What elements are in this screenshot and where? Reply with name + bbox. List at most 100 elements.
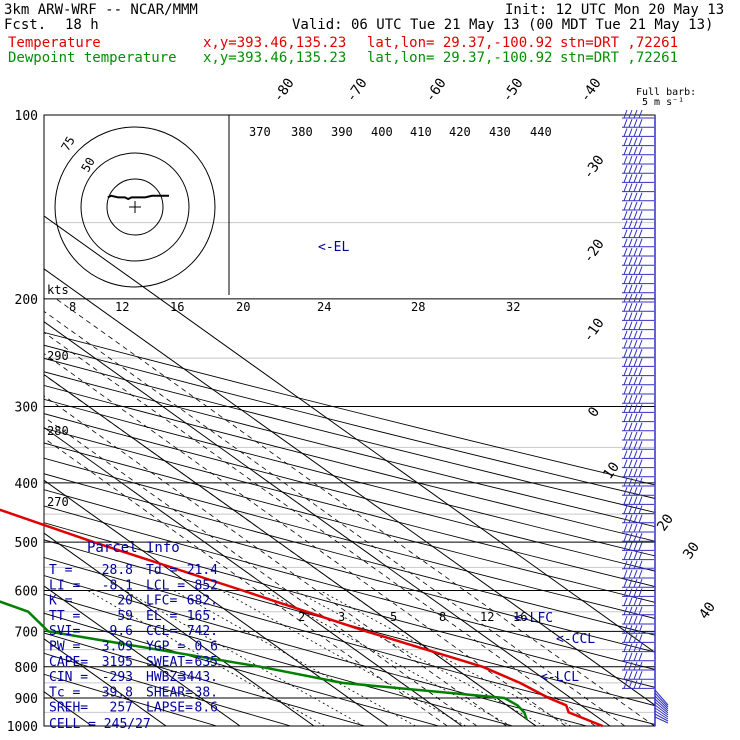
wind-barb-flag xyxy=(638,238,643,247)
wind-barb-flag xyxy=(628,450,633,459)
isotherm-label: -30 xyxy=(580,152,608,182)
wind-barb-flag xyxy=(628,560,633,569)
wind-barb-flag xyxy=(633,155,638,165)
theta-label: 400 xyxy=(371,125,393,139)
wind-barb-flag xyxy=(628,201,633,211)
hodograph-ring xyxy=(54,126,216,288)
wind-barb-flag xyxy=(633,441,638,450)
wind-barb xyxy=(622,165,654,174)
wind-barb-flag xyxy=(633,652,638,661)
mixing-ratio-label: 3 xyxy=(338,610,345,624)
parcel-info-label: HWBZ= xyxy=(146,670,185,685)
wind-barb-flag xyxy=(623,109,628,119)
wind-barb-flag xyxy=(633,183,638,192)
parcel-info-cell: CELL = 245/27 xyxy=(49,717,151,732)
parcel-info-value: 165. xyxy=(187,609,218,624)
wind-barb-flag xyxy=(623,404,628,413)
wind-barb-flag xyxy=(623,201,628,211)
parcel-info-label: SREH= xyxy=(49,701,88,716)
wind-barb-flag xyxy=(633,312,638,321)
wind-barb-flag xyxy=(623,367,628,376)
wind-barb-flag xyxy=(623,569,628,579)
wind-barb-flag xyxy=(638,680,643,689)
wind-barb-flag xyxy=(628,404,633,413)
theta-label: 270 xyxy=(47,495,69,509)
wind-barb-flag xyxy=(638,496,643,505)
wind-barb-flag xyxy=(623,358,628,367)
wind-barb-flag xyxy=(628,597,633,606)
wind-barb-flag xyxy=(628,680,633,689)
dry-adiabat xyxy=(44,489,655,653)
wind-barb-flag xyxy=(623,146,628,155)
wind-barb-flag xyxy=(633,431,638,441)
wind-barb-flag xyxy=(638,247,643,257)
parcel-info-label: LI = xyxy=(49,578,80,593)
wind-barb-flag xyxy=(633,523,638,533)
wind-barb-flag xyxy=(633,477,638,487)
parcel-info-label: PW = xyxy=(49,640,80,655)
wind-barb-flag xyxy=(623,542,628,551)
wind-barb-flag xyxy=(633,615,638,625)
hodograph-tick-label: 16 xyxy=(170,300,184,314)
wind-barb xyxy=(622,367,654,377)
wind-barb-flag xyxy=(638,625,643,634)
wind-barb-low-level xyxy=(654,704,669,716)
wind-barb xyxy=(622,128,654,137)
wind-barb-flag xyxy=(628,422,633,431)
wind-barb xyxy=(622,395,654,404)
wind-barb-flag xyxy=(628,174,633,183)
parcel-info-label: EL = xyxy=(146,609,177,624)
wind-barb-flag xyxy=(623,468,628,477)
temperature-legend: Temperature xyxy=(8,35,101,51)
pressure-tick-label: 600 xyxy=(15,584,38,599)
wind-barb-flag xyxy=(633,395,638,404)
wind-barb-flag xyxy=(623,615,628,625)
wind-barb-flag xyxy=(628,293,633,303)
wind-barb-flag xyxy=(623,349,628,358)
wind-barb-flag xyxy=(638,284,643,293)
wind-barb-flag xyxy=(623,220,628,229)
wind-barb-flag xyxy=(623,257,628,266)
wind-barb-flag xyxy=(638,450,643,459)
parcel-info-label: LAPSE= xyxy=(146,701,193,716)
wind-barb-flag xyxy=(633,422,638,431)
wind-barb-flag xyxy=(628,266,633,275)
wind-barb xyxy=(622,312,654,321)
wind-barb-flag xyxy=(628,330,633,339)
wind-barb-flag xyxy=(623,395,628,404)
wind-barb-flag xyxy=(633,229,638,238)
isotherm-label: 30 xyxy=(680,539,703,562)
wind-barb-flag xyxy=(633,459,638,468)
parcel-info-value: 20 xyxy=(117,594,133,609)
wind-barb-flag xyxy=(638,551,643,560)
dry-adiabat xyxy=(44,331,655,486)
dewpoint-xy: x,y=393.46,135.23 xyxy=(203,50,347,66)
parcel-info-value: 635 xyxy=(195,655,218,670)
wind-barb xyxy=(622,487,654,496)
isotherm-label: -70 xyxy=(343,75,371,105)
wind-barb-flag xyxy=(628,459,633,468)
isotherm-label: -50 xyxy=(499,75,527,105)
hodograph-tick-label: 20 xyxy=(236,300,250,314)
wind-barb-flag xyxy=(633,247,638,257)
wind-barb-flag xyxy=(633,284,638,293)
isotherm-label: 20 xyxy=(654,511,677,534)
wind-barb xyxy=(622,634,654,643)
init-time: Init: 12 UTC Mon 20 May 13 xyxy=(505,2,725,18)
wind-barb-low-level xyxy=(654,701,669,714)
wind-barb xyxy=(622,579,654,588)
wind-barb-flag xyxy=(633,468,638,477)
wind-barb-flag xyxy=(638,321,643,330)
wind-barb-flag xyxy=(628,615,633,625)
hodograph-unit-label: kts xyxy=(47,283,69,297)
wind-barb xyxy=(622,477,654,487)
wind-barb xyxy=(622,119,654,128)
wind-barb-flag xyxy=(633,413,638,422)
parcel-info-label: Tc = xyxy=(49,685,80,700)
parcel-info-label: CAPE= xyxy=(49,655,88,670)
wind-barb-flag xyxy=(628,192,633,201)
wind-barb-flag xyxy=(638,220,643,229)
wind-barb-flag xyxy=(623,579,628,588)
wind-barb-flag xyxy=(638,128,643,137)
